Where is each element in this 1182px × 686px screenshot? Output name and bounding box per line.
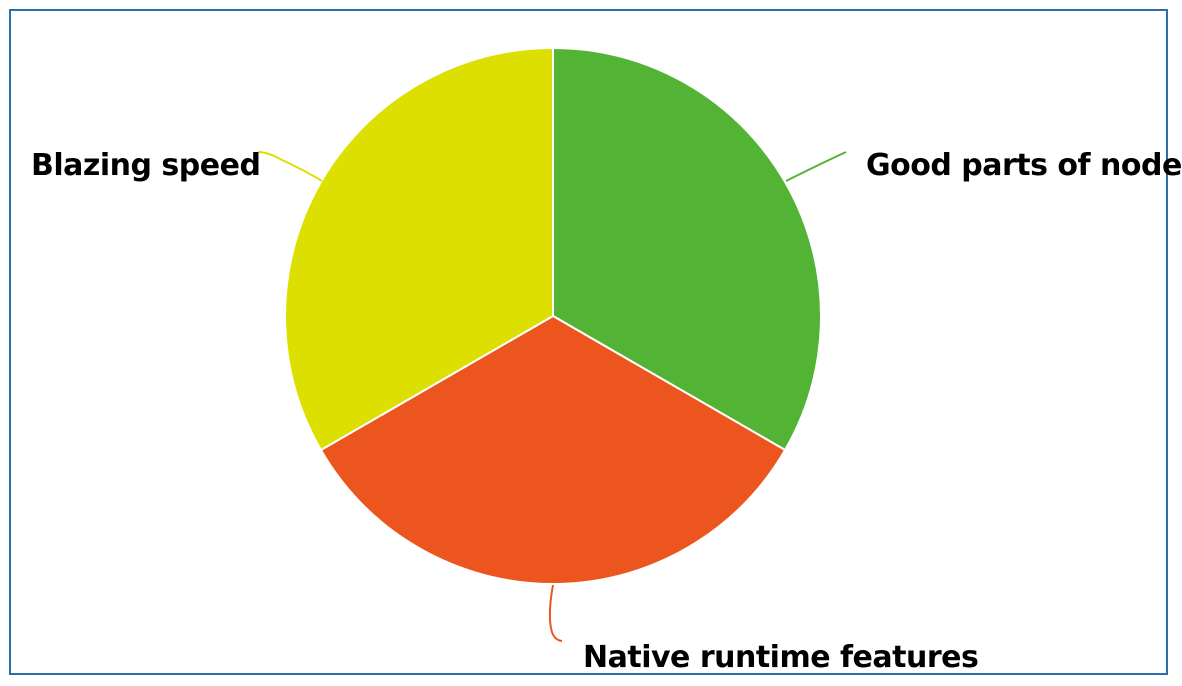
leader-line-good-parts-of-node (785, 151, 847, 182)
leader-line-blazing-speed (257, 151, 323, 182)
slice-label-blazing-speed: Blazing speed (31, 148, 260, 183)
pie-slice-blazing-speed (284, 46, 554, 452)
pie-slice-good-parts-of-node (552, 46, 822, 452)
leader-line-native-runtime-features (548, 584, 563, 642)
slices-layer (284, 46, 822, 586)
slice-label-good-parts-of-node: Good parts of node (866, 148, 1182, 183)
leader-lines-layer (257, 151, 847, 642)
slice-label-native-runtime-features: Native runtime features (583, 640, 978, 675)
labels-layer: Good parts of node Native runtime feature… (31, 148, 1182, 675)
